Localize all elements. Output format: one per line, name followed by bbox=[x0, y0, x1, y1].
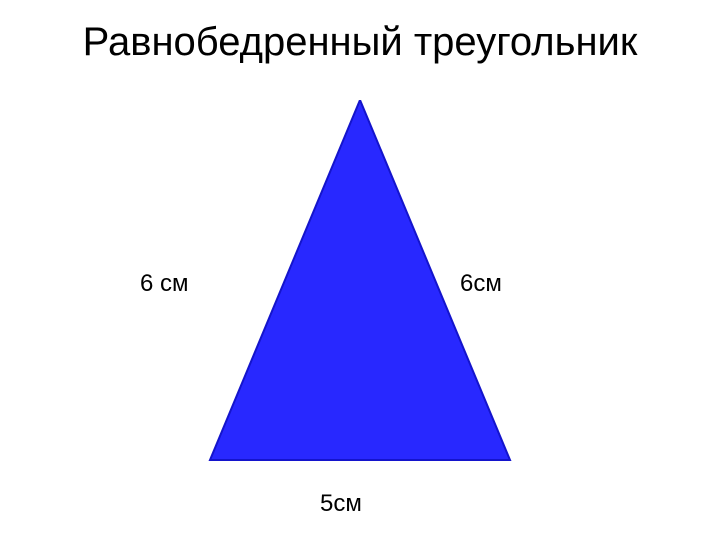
label-right-side: 6см bbox=[460, 270, 502, 298]
triangle-diagram: 6 см 6см 5см bbox=[200, 100, 520, 470]
label-base: 5см bbox=[320, 490, 362, 518]
slide-title: Равнобедренный треугольник bbox=[0, 20, 720, 65]
label-left-side: 6 см bbox=[140, 270, 189, 298]
